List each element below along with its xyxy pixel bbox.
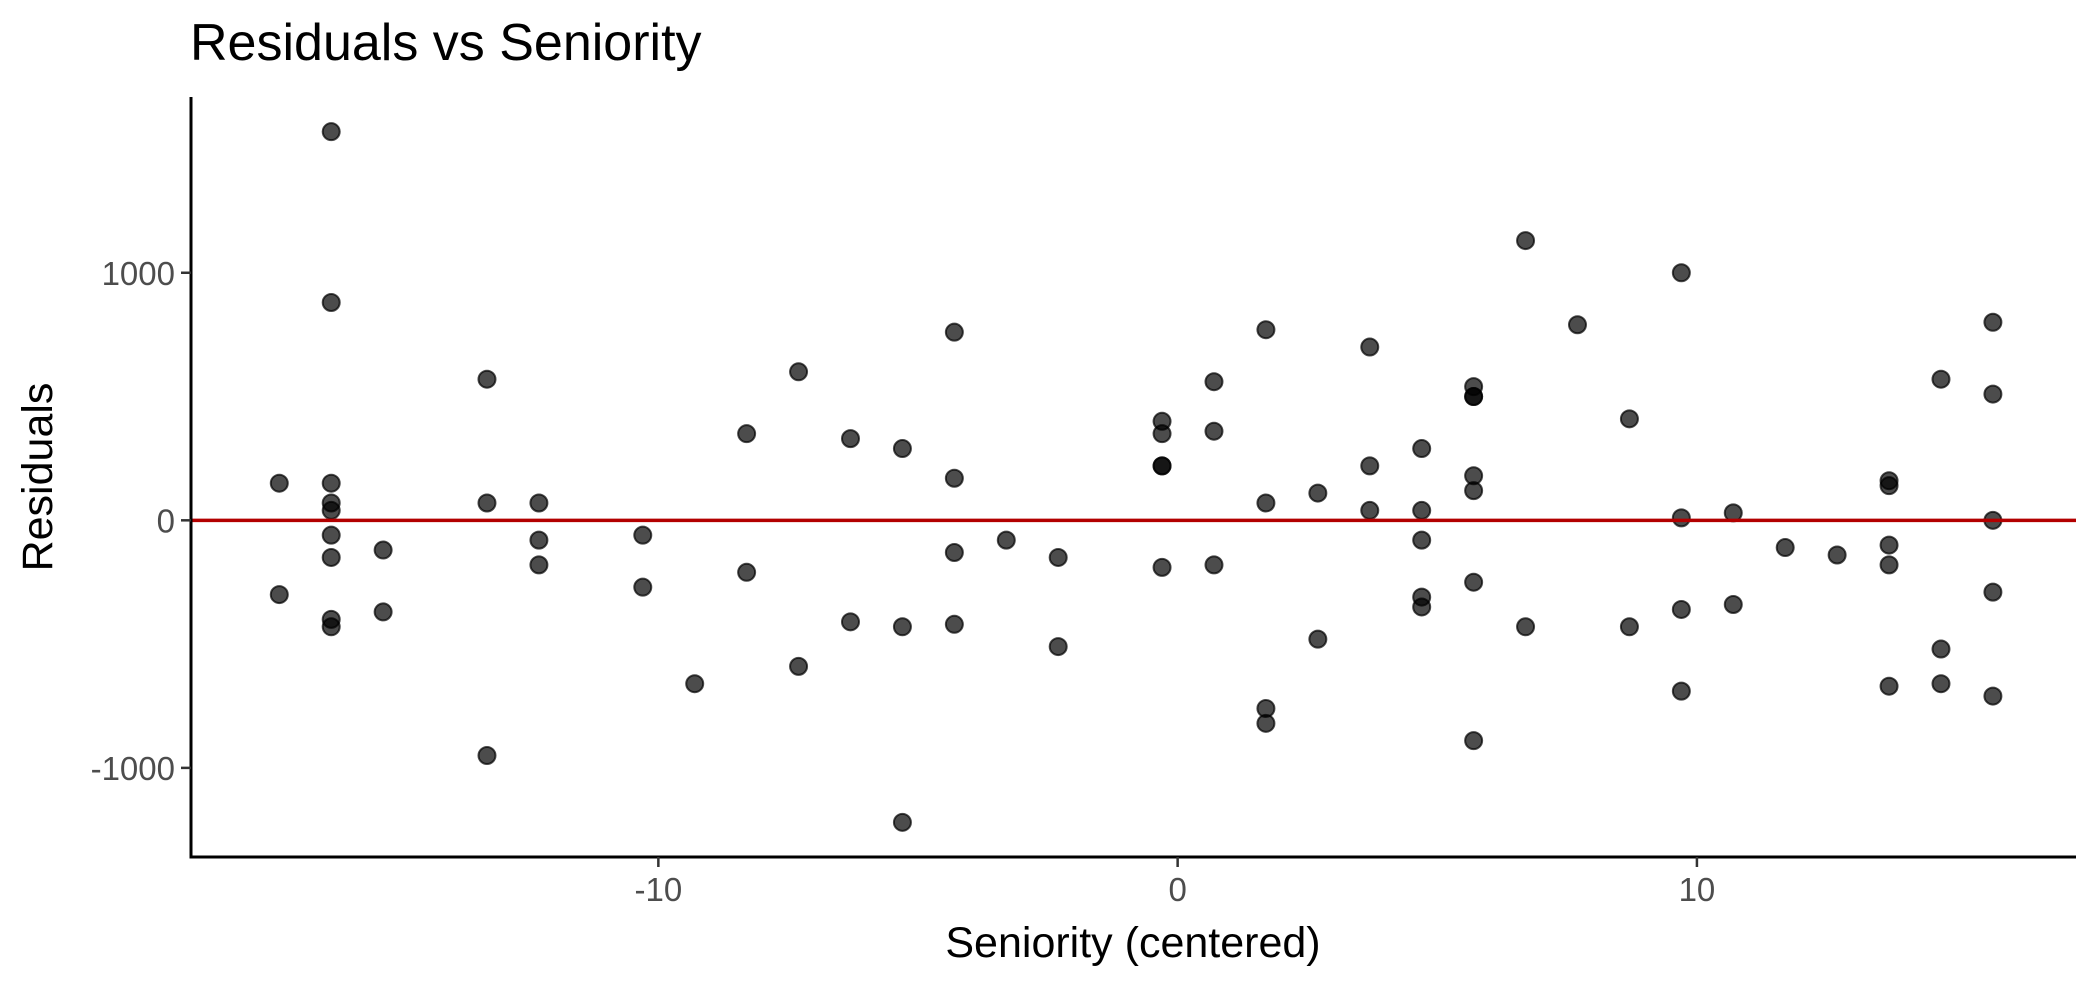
data-point (685, 674, 705, 694)
x-axis-title: Seniority (centered) (945, 919, 1320, 967)
data-point (892, 439, 912, 459)
data-point (1256, 493, 1276, 513)
data-point (1879, 555, 1899, 575)
data-point (269, 585, 289, 605)
y-axis-title: Residuals (14, 383, 62, 572)
data-point (1308, 483, 1328, 503)
data-point (321, 500, 341, 520)
data-point (321, 473, 341, 493)
data-point (789, 656, 809, 676)
data-point (1412, 439, 1432, 459)
data-point (1827, 545, 1847, 565)
data-point (321, 525, 341, 545)
data-point (1152, 557, 1172, 577)
data-point (996, 530, 1016, 550)
data-point (373, 602, 393, 622)
data-point (1983, 686, 2003, 706)
y-tick-label: -1000 (91, 750, 175, 787)
data-point (529, 555, 549, 575)
data-point (1256, 713, 1276, 733)
data-point (529, 530, 549, 550)
data-point (1983, 582, 2003, 602)
data-point (892, 812, 912, 832)
data-point (1671, 681, 1691, 701)
data-point (1567, 315, 1587, 335)
data-point (892, 617, 912, 637)
data-point (1412, 597, 1432, 617)
data-point (1048, 637, 1068, 657)
data-point (1619, 617, 1639, 637)
data-point (633, 525, 653, 545)
data-point (1464, 572, 1484, 592)
data-point (1152, 456, 1172, 476)
data-point (1256, 320, 1276, 340)
data-point (373, 540, 393, 560)
data-point (321, 292, 341, 312)
data-point (321, 547, 341, 567)
data-point (1671, 599, 1691, 619)
data-point (1931, 639, 1951, 659)
data-point (633, 577, 653, 597)
data-point (1879, 676, 1899, 696)
data-point (944, 322, 964, 342)
data-point (477, 369, 497, 389)
data-point (1879, 476, 1899, 496)
data-point (1516, 617, 1536, 637)
data-point (477, 493, 497, 513)
data-point (529, 493, 549, 513)
data-point (789, 362, 809, 382)
data-point (1671, 508, 1691, 528)
data-point (1464, 387, 1484, 407)
data-point (1360, 337, 1380, 357)
data-point (1152, 424, 1172, 444)
data-point (1619, 409, 1639, 429)
data-point (1308, 629, 1328, 649)
data-point (737, 562, 757, 582)
data-point (1723, 594, 1743, 614)
data-point (321, 122, 341, 142)
data-point (477, 746, 497, 765)
data-point (1204, 421, 1224, 441)
data-point (944, 543, 964, 562)
data-point (269, 473, 289, 493)
data-point (1204, 555, 1224, 575)
data-point (1360, 500, 1380, 520)
axes-layer: -10 0 10 -1000 0 1000 (91, 97, 2076, 908)
points-layer (269, 122, 2003, 832)
y-tick-label: 1000 (102, 255, 175, 292)
data-point (321, 617, 341, 637)
data-point (1671, 263, 1691, 283)
x-tick-label: 0 (1168, 871, 1186, 908)
y-tick-label: 0 (157, 502, 175, 539)
data-point (1983, 312, 2003, 332)
data-point (1464, 481, 1484, 501)
data-point (737, 424, 757, 444)
data-point (1412, 530, 1432, 550)
x-tick-label: -10 (635, 871, 683, 908)
data-point (840, 612, 860, 632)
data-point (840, 429, 860, 449)
data-point (1204, 372, 1224, 392)
data-point (1464, 731, 1484, 751)
data-point (1931, 369, 1951, 389)
x-tick-label: 10 (1679, 871, 1716, 908)
data-point (944, 614, 964, 634)
data-point (1931, 674, 1951, 694)
data-point (944, 468, 964, 488)
data-point (1775, 538, 1795, 558)
data-point (1048, 547, 1068, 567)
data-point (1516, 231, 1536, 251)
data-point (1983, 384, 2003, 404)
data-point (1879, 535, 1899, 555)
chart-title: Residuals vs Seniority (190, 14, 702, 72)
data-point (1360, 456, 1380, 476)
data-point (1412, 500, 1432, 520)
